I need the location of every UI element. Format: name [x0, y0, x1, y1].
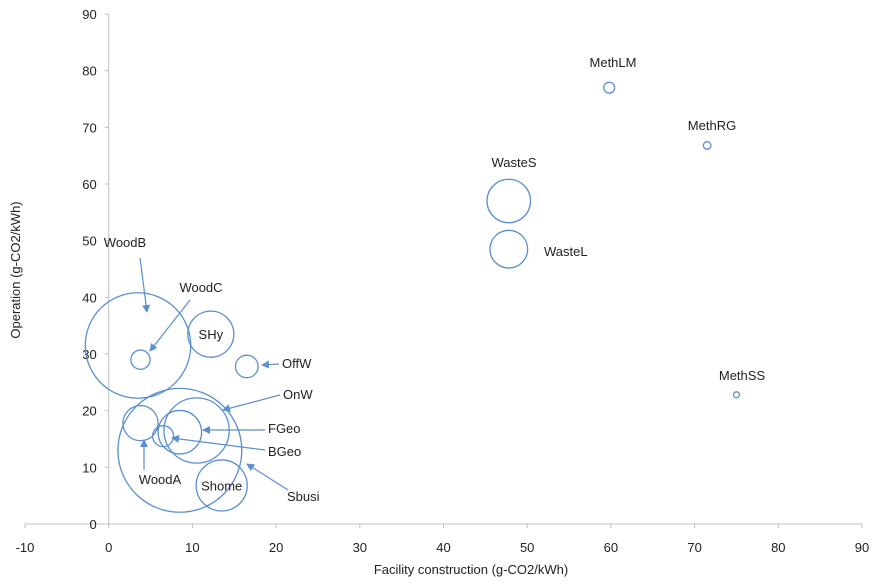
arrow-woodb [139, 257, 151, 313]
label-fgeo: FGeo [268, 421, 301, 436]
bubble-shy [187, 310, 235, 358]
label-onw: OnW [283, 387, 313, 402]
y-tick-label: 0 [89, 517, 96, 532]
label-shy: SHy [199, 327, 224, 342]
x-tick-label: 0 [105, 540, 112, 555]
y-tick-label: 60 [82, 177, 96, 192]
y-tick-label: 90 [82, 7, 96, 22]
x-tick-label: -10 [16, 540, 35, 555]
y-tick-label: 30 [82, 347, 96, 362]
x-tick-label: 10 [185, 540, 199, 555]
bubble-wastel [489, 229, 529, 269]
axes: -10 0 10 20 30 40 50 60 70 80 90 0 10 20 30 40 50 60 70 80 9… [16, 7, 870, 555]
arrow-woodc [149, 299, 191, 352]
bubble-woodb [84, 292, 192, 399]
x-tick-label: 90 [855, 540, 869, 555]
y-tick-label: 20 [82, 404, 96, 419]
x-tick-label: 30 [353, 540, 367, 555]
bubble-methrg [702, 141, 712, 150]
bubble-bgeo [151, 425, 175, 448]
label-wastes: WasteS [491, 155, 536, 170]
y-tick-label: 50 [82, 234, 96, 249]
x-tick-label: 40 [436, 540, 450, 555]
x-tick-label: 80 [771, 540, 785, 555]
label-woodc: WoodC [179, 280, 222, 295]
label-shome: Shome [201, 478, 242, 493]
bubble-offw [234, 354, 259, 379]
label-methss: MethSS [719, 368, 766, 383]
bubble-sbusi [157, 409, 203, 455]
x-tick-label: 50 [520, 540, 534, 555]
label-offw: OffW [282, 356, 312, 371]
label-methlm: MethLM [590, 55, 637, 70]
label-bgeo: BGeo [268, 444, 301, 459]
bubbles [84, 81, 741, 513]
bubble-wastes [486, 178, 532, 224]
arrow-onw [222, 394, 281, 413]
annotation-arrows [139, 257, 289, 491]
bubble-woodc [130, 349, 151, 370]
x-tick-label: 60 [604, 540, 618, 555]
label-sbusi: Sbusi [287, 489, 320, 504]
label-wooda: WoodA [139, 472, 182, 487]
arrow-bgeo [171, 434, 266, 451]
y-tick-label: 40 [82, 290, 96, 305]
y-tick-label: 80 [82, 64, 96, 79]
bubble-onw [117, 387, 243, 513]
label-wastel: WasteL [544, 244, 588, 259]
bubble-methlm [603, 81, 616, 94]
y-tick-label: 70 [82, 120, 96, 135]
x-tick-label: 70 [687, 540, 701, 555]
y-tick-label: 10 [82, 460, 96, 475]
label-methrg: MethRG [688, 118, 736, 133]
arrow-offw [261, 360, 280, 369]
bubble-labels: WoodB WoodC SHy OffW OnW WoodA FGeo BGeo Shome Sb… [104, 55, 766, 504]
bubble-shome [195, 459, 248, 512]
y-axis-title: Operation (g-CO2/kWh) [8, 201, 23, 338]
x-tick-label: 20 [269, 540, 283, 555]
bubble-methss [732, 391, 741, 399]
label-woodb: WoodB [104, 235, 146, 250]
x-axis-title: Facility construction (g-CO2/kWh) [374, 562, 568, 577]
arrow-sbusi [246, 463, 289, 491]
